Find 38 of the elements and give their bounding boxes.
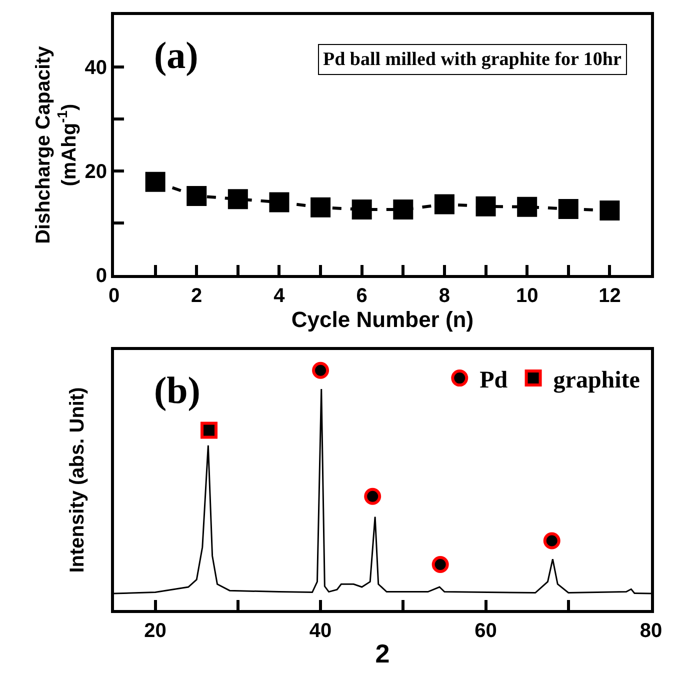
point — [312, 362, 330, 379]
legend-label: graphite — [553, 367, 640, 394]
point — [186, 186, 207, 206]
point — [558, 198, 578, 219]
x-tick-label: 60 — [474, 620, 497, 642]
y-axis-title: Intensity (abs. Unit) — [66, 387, 88, 573]
point — [543, 532, 560, 550]
x-tick-label: 20 — [144, 620, 166, 642]
y-tick-label: 0 — [96, 265, 107, 287]
point — [364, 488, 382, 505]
x-tick-label: 10 — [516, 285, 538, 307]
x-axis-title: Cycle Number (n) — [291, 307, 474, 332]
x-tick-label: 4 — [274, 285, 286, 307]
annotation: (b) — [154, 370, 200, 412]
point — [352, 199, 372, 220]
point — [476, 196, 496, 216]
x-tick-label: 6 — [356, 285, 368, 307]
point — [310, 197, 331, 218]
point — [432, 556, 449, 573]
annotation: Pd ball milled with graphite for 10hr — [323, 49, 622, 70]
x-tick-label: 8 — [438, 285, 450, 307]
point — [600, 200, 620, 221]
point — [269, 192, 290, 212]
annotation: (a) — [154, 35, 198, 77]
y-tick-label: 20 — [84, 161, 107, 183]
legend-label: Pd — [480, 367, 508, 394]
point — [145, 172, 166, 192]
point — [393, 199, 414, 220]
point — [228, 189, 248, 210]
x-tick-label: 40 — [309, 620, 332, 642]
y-tick-label: 40 — [84, 57, 107, 79]
x-tick-label: 80 — [640, 620, 662, 642]
x-tick-label: 2 — [191, 285, 202, 307]
point — [517, 196, 538, 217]
x-tick-label: 12 — [598, 285, 621, 307]
x-axis-title: 2 — [375, 638, 390, 669]
point — [200, 422, 218, 439]
point — [434, 194, 454, 214]
